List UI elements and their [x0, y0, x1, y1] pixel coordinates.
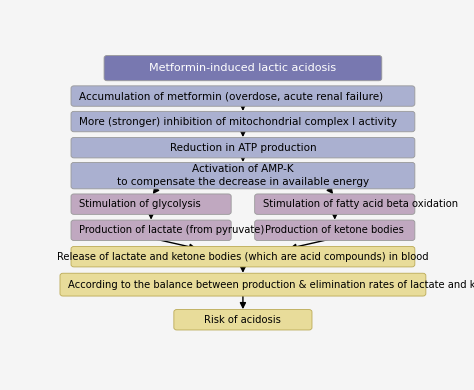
FancyBboxPatch shape: [104, 55, 382, 81]
Text: Risk of acidosis: Risk of acidosis: [204, 315, 282, 325]
Text: More (stronger) inhibition of mitochondrial complex I activity: More (stronger) inhibition of mitochondr…: [80, 117, 398, 127]
FancyBboxPatch shape: [71, 112, 415, 132]
FancyBboxPatch shape: [71, 162, 415, 189]
Text: Release of lactate and ketone bodies (which are acid compounds) in blood: Release of lactate and ketone bodies (wh…: [57, 252, 429, 262]
Text: Metformin-induced lactic acidosis: Metformin-induced lactic acidosis: [149, 63, 337, 73]
Text: Reduction in ATP production: Reduction in ATP production: [170, 143, 316, 153]
FancyBboxPatch shape: [255, 194, 415, 215]
FancyBboxPatch shape: [174, 310, 312, 330]
FancyBboxPatch shape: [71, 86, 415, 106]
Text: Stimulation of glycolysis: Stimulation of glycolysis: [80, 199, 201, 209]
FancyBboxPatch shape: [71, 246, 415, 267]
FancyBboxPatch shape: [71, 138, 415, 158]
Text: Accumulation of metformin (overdose, acute renal failure): Accumulation of metformin (overdose, acu…: [80, 91, 383, 101]
Text: According to the balance between production & elimination rates of lactate and k: According to the balance between product…: [68, 280, 474, 290]
FancyBboxPatch shape: [255, 220, 415, 241]
Text: Activation of AMP-K
to compensate the decrease in available energy: Activation of AMP-K to compensate the de…: [117, 164, 369, 187]
Text: Stimulation of fatty acid beta oxidation: Stimulation of fatty acid beta oxidation: [263, 199, 458, 209]
FancyBboxPatch shape: [71, 194, 231, 215]
Text: Production of ketone bodies: Production of ketone bodies: [265, 225, 404, 235]
FancyBboxPatch shape: [60, 273, 426, 296]
FancyBboxPatch shape: [71, 220, 231, 241]
Text: Production of lactate (from pyruvate): Production of lactate (from pyruvate): [80, 225, 264, 235]
